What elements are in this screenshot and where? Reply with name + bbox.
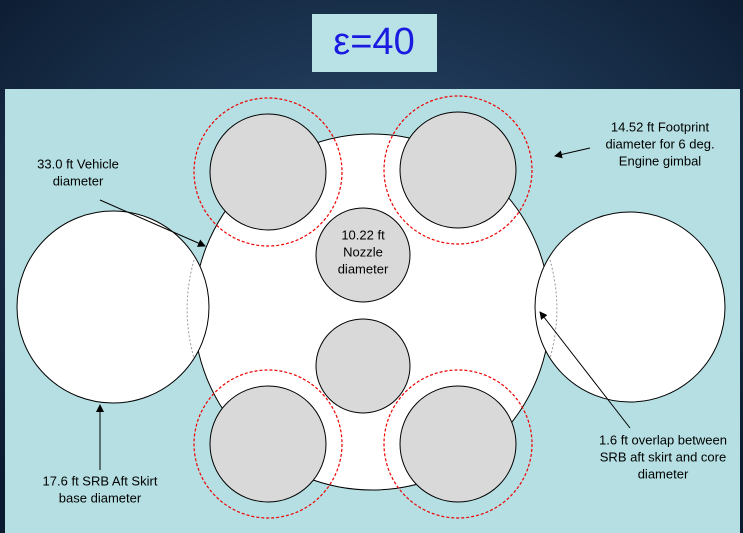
nozzle bbox=[209, 113, 327, 231]
title-box bbox=[312, 14, 437, 72]
label: 14.52 ft Footprint bbox=[611, 119, 710, 134]
footprint bbox=[193, 97, 343, 247]
nozzle bbox=[209, 385, 327, 503]
title: ε=40 bbox=[333, 21, 414, 63]
footprint bbox=[383, 95, 533, 245]
nozzle bbox=[315, 318, 411, 414]
footprints bbox=[193, 95, 533, 519]
footprint bbox=[383, 369, 533, 519]
label: diameter for 6 deg. bbox=[605, 136, 714, 151]
footprint bbox=[193, 369, 343, 519]
label: 1.6 ft overlap between bbox=[599, 432, 727, 447]
nozzle bbox=[399, 385, 517, 503]
srb-left bbox=[16, 210, 210, 404]
arrow bbox=[539, 311, 631, 429]
srb-right bbox=[534, 211, 726, 403]
label: 17.6 ft SRB Aft Skirt bbox=[43, 473, 158, 488]
label: diameter bbox=[53, 173, 104, 188]
labels: 33.0 ft Vehicle diameter 14.52 ft Footprin… bbox=[37, 119, 727, 505]
label: diameter bbox=[638, 466, 689, 481]
nozzle bbox=[399, 111, 517, 229]
arrow bbox=[554, 147, 591, 159]
overlap-right bbox=[549, 259, 558, 359]
arrows bbox=[96, 147, 631, 470]
label: SRB aft skirt and core bbox=[600, 449, 726, 464]
arrow bbox=[99, 199, 206, 247]
overlap-left bbox=[186, 259, 195, 359]
nozzle bbox=[315, 207, 411, 303]
label: Engine gimbal bbox=[619, 153, 701, 168]
label: 10.22 ft bbox=[341, 227, 385, 242]
nozzles bbox=[209, 111, 517, 503]
diagram bbox=[16, 95, 726, 519]
label: base diameter bbox=[59, 490, 142, 505]
label: 33.0 ft Vehicle bbox=[37, 156, 119, 171]
label: Nozzle bbox=[343, 244, 383, 259]
label: diameter bbox=[338, 261, 389, 276]
